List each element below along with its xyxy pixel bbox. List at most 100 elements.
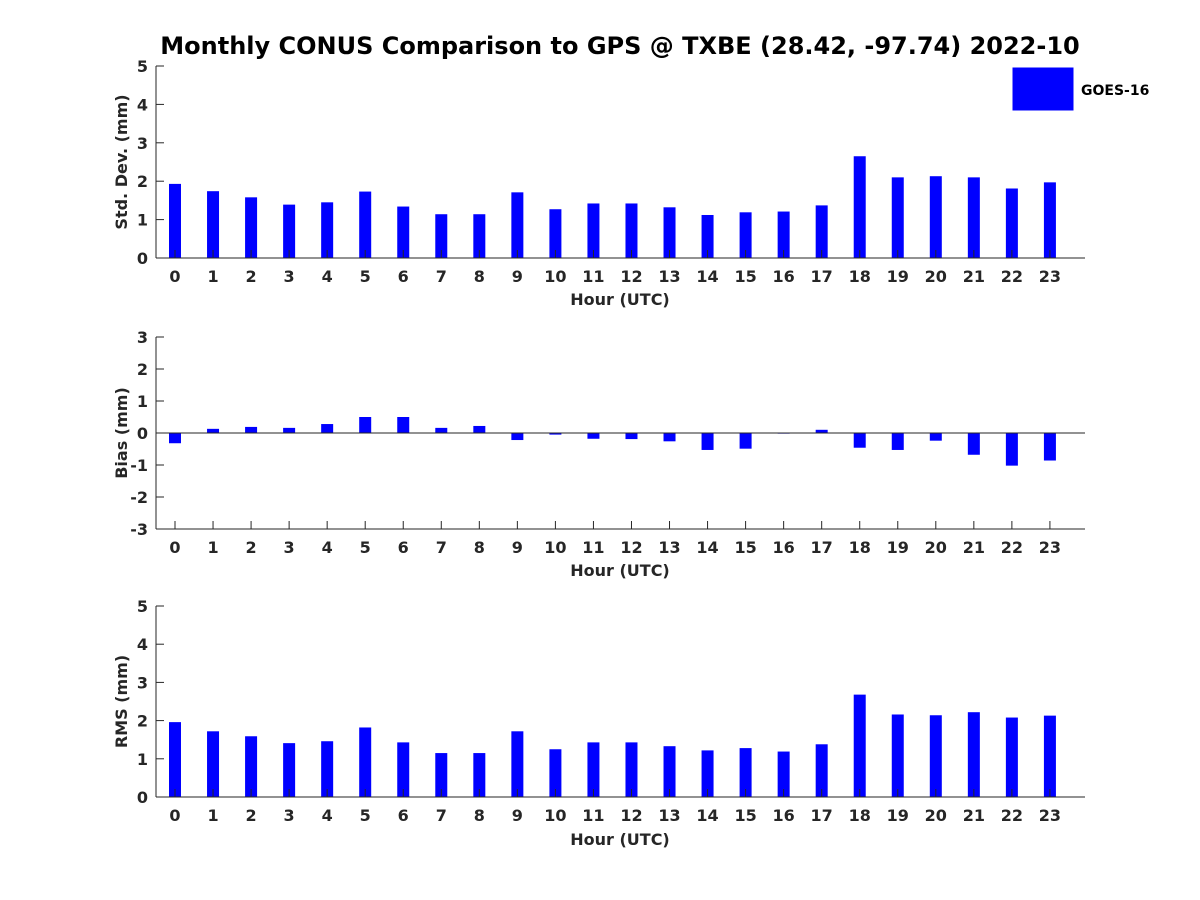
stddev-x-tick-label: 0 bbox=[169, 267, 180, 286]
bias-bar bbox=[245, 426, 258, 433]
rms-bar bbox=[929, 715, 942, 797]
stddev-bar bbox=[853, 156, 866, 258]
bias-bar bbox=[207, 428, 220, 433]
stddev-bar bbox=[245, 197, 258, 258]
bias-x-tick-label: 5 bbox=[360, 538, 371, 557]
bias-x-tick-label: 17 bbox=[811, 538, 833, 557]
bias-x-tick-label: 23 bbox=[1039, 538, 1061, 557]
rms-bar bbox=[473, 753, 486, 797]
stddev-x-tick-label: 21 bbox=[963, 267, 985, 286]
stddev-x-tick-label: 7 bbox=[436, 267, 447, 286]
bias-bar bbox=[587, 433, 600, 439]
stddev-bar bbox=[1005, 188, 1018, 258]
bias-x-tick-label: 3 bbox=[284, 538, 295, 557]
rms-y-axis-title: RMS (mm) bbox=[112, 655, 131, 748]
bias-y-axis-title: Bias (mm) bbox=[112, 387, 131, 479]
stddev-x-tick-label: 10 bbox=[544, 267, 566, 286]
stddev-bar bbox=[815, 205, 828, 258]
stddev-bar bbox=[435, 214, 448, 258]
bias-x-tick-label: 15 bbox=[734, 538, 756, 557]
rms-bar bbox=[891, 714, 904, 797]
stddev-bar bbox=[321, 202, 334, 258]
rms-bar bbox=[663, 746, 676, 797]
rms-x-tick-label: 5 bbox=[360, 806, 371, 825]
rms-bar bbox=[815, 744, 828, 797]
stddev-x-axis-title: Hour (UTC) bbox=[570, 290, 670, 309]
stddev-y-tick-label: 2 bbox=[137, 172, 148, 191]
stddev-bar bbox=[739, 212, 752, 258]
bias-y-tick-label: 0 bbox=[137, 424, 148, 443]
bias-x-tick-label: 13 bbox=[658, 538, 680, 557]
stddev-x-tick-label: 1 bbox=[207, 267, 218, 286]
stddev-y-tick-label: 4 bbox=[137, 95, 148, 114]
bias-x-tick-label: 21 bbox=[963, 538, 985, 557]
bias-bar bbox=[929, 433, 942, 441]
rms-x-tick-label: 8 bbox=[474, 806, 485, 825]
bias-bar bbox=[701, 433, 714, 450]
rms-bar bbox=[245, 736, 258, 797]
rms-y-tick-label: 0 bbox=[137, 788, 148, 807]
bias-y-tick-label: 1 bbox=[137, 392, 148, 411]
stddev-bar bbox=[549, 209, 562, 258]
stddev-y-tick-label: 5 bbox=[137, 57, 148, 76]
rms-x-tick-label: 6 bbox=[398, 806, 409, 825]
bias-bar bbox=[739, 433, 752, 449]
bias-x-tick-label: 6 bbox=[398, 538, 409, 557]
rms-x-tick-label: 19 bbox=[887, 806, 909, 825]
bias-x-tick-label: 18 bbox=[849, 538, 871, 557]
stddev-bar bbox=[891, 177, 904, 258]
stddev-bar bbox=[663, 207, 676, 258]
rms-x-tick-label: 12 bbox=[620, 806, 642, 825]
bias-bar bbox=[511, 433, 524, 441]
bias-x-tick-label: 10 bbox=[544, 538, 566, 557]
stddev-bar bbox=[1043, 182, 1056, 258]
bias-bar bbox=[1043, 433, 1056, 461]
rms-bar bbox=[435, 753, 448, 797]
bias-bar bbox=[283, 427, 296, 433]
stddev-x-tick-label: 11 bbox=[582, 267, 604, 286]
rms-x-tick-label: 21 bbox=[963, 806, 985, 825]
bias-bar bbox=[473, 425, 486, 433]
bias-x-tick-label: 2 bbox=[246, 538, 257, 557]
bias-x-tick-label: 9 bbox=[512, 538, 523, 557]
bias-bar bbox=[359, 417, 372, 433]
stddev-x-tick-label: 12 bbox=[620, 267, 642, 286]
bias-bar bbox=[967, 433, 980, 455]
rms-bar bbox=[169, 722, 181, 797]
bias-x-tick-label: 7 bbox=[436, 538, 447, 557]
stddev-bar bbox=[473, 214, 486, 258]
stddev-bar bbox=[207, 191, 220, 258]
stddev-x-tick-label: 19 bbox=[887, 267, 909, 286]
rms-y-tick-label: 5 bbox=[137, 597, 148, 616]
stddev-x-tick-label: 18 bbox=[849, 267, 871, 286]
rms-bar bbox=[549, 749, 562, 797]
stddev-y-tick-label: 1 bbox=[137, 211, 148, 230]
stddev-bar bbox=[397, 206, 410, 258]
rms-x-tick-label: 9 bbox=[512, 806, 523, 825]
rms-bar bbox=[967, 712, 980, 797]
stddev-x-tick-label: 20 bbox=[925, 267, 947, 286]
legend: GOES-16 bbox=[1011, 66, 1149, 112]
stddev-bar bbox=[587, 203, 600, 258]
rms-y-tick-label: 1 bbox=[137, 750, 148, 769]
bias-y-tick-label: -1 bbox=[130, 456, 148, 475]
rms-y-tick-label: 4 bbox=[137, 635, 148, 654]
bias-bar bbox=[625, 433, 638, 440]
stddev-x-tick-label: 5 bbox=[360, 267, 371, 286]
stddev-x-tick-label: 6 bbox=[398, 267, 409, 286]
stddev-y-tick-label: 3 bbox=[137, 134, 148, 153]
rms-bar bbox=[701, 750, 714, 797]
rms-bar bbox=[359, 727, 372, 797]
rms-bar bbox=[587, 742, 600, 797]
legend-swatch bbox=[1011, 66, 1075, 112]
stddev-x-tick-label: 13 bbox=[658, 267, 680, 286]
stddev-x-tick-label: 9 bbox=[512, 267, 523, 286]
stddev-bar bbox=[777, 211, 790, 258]
bias-bar bbox=[397, 417, 410, 433]
rms-x-tick-label: 11 bbox=[582, 806, 604, 825]
stddev-x-tick-label: 8 bbox=[474, 267, 485, 286]
bias-bar bbox=[321, 424, 334, 433]
